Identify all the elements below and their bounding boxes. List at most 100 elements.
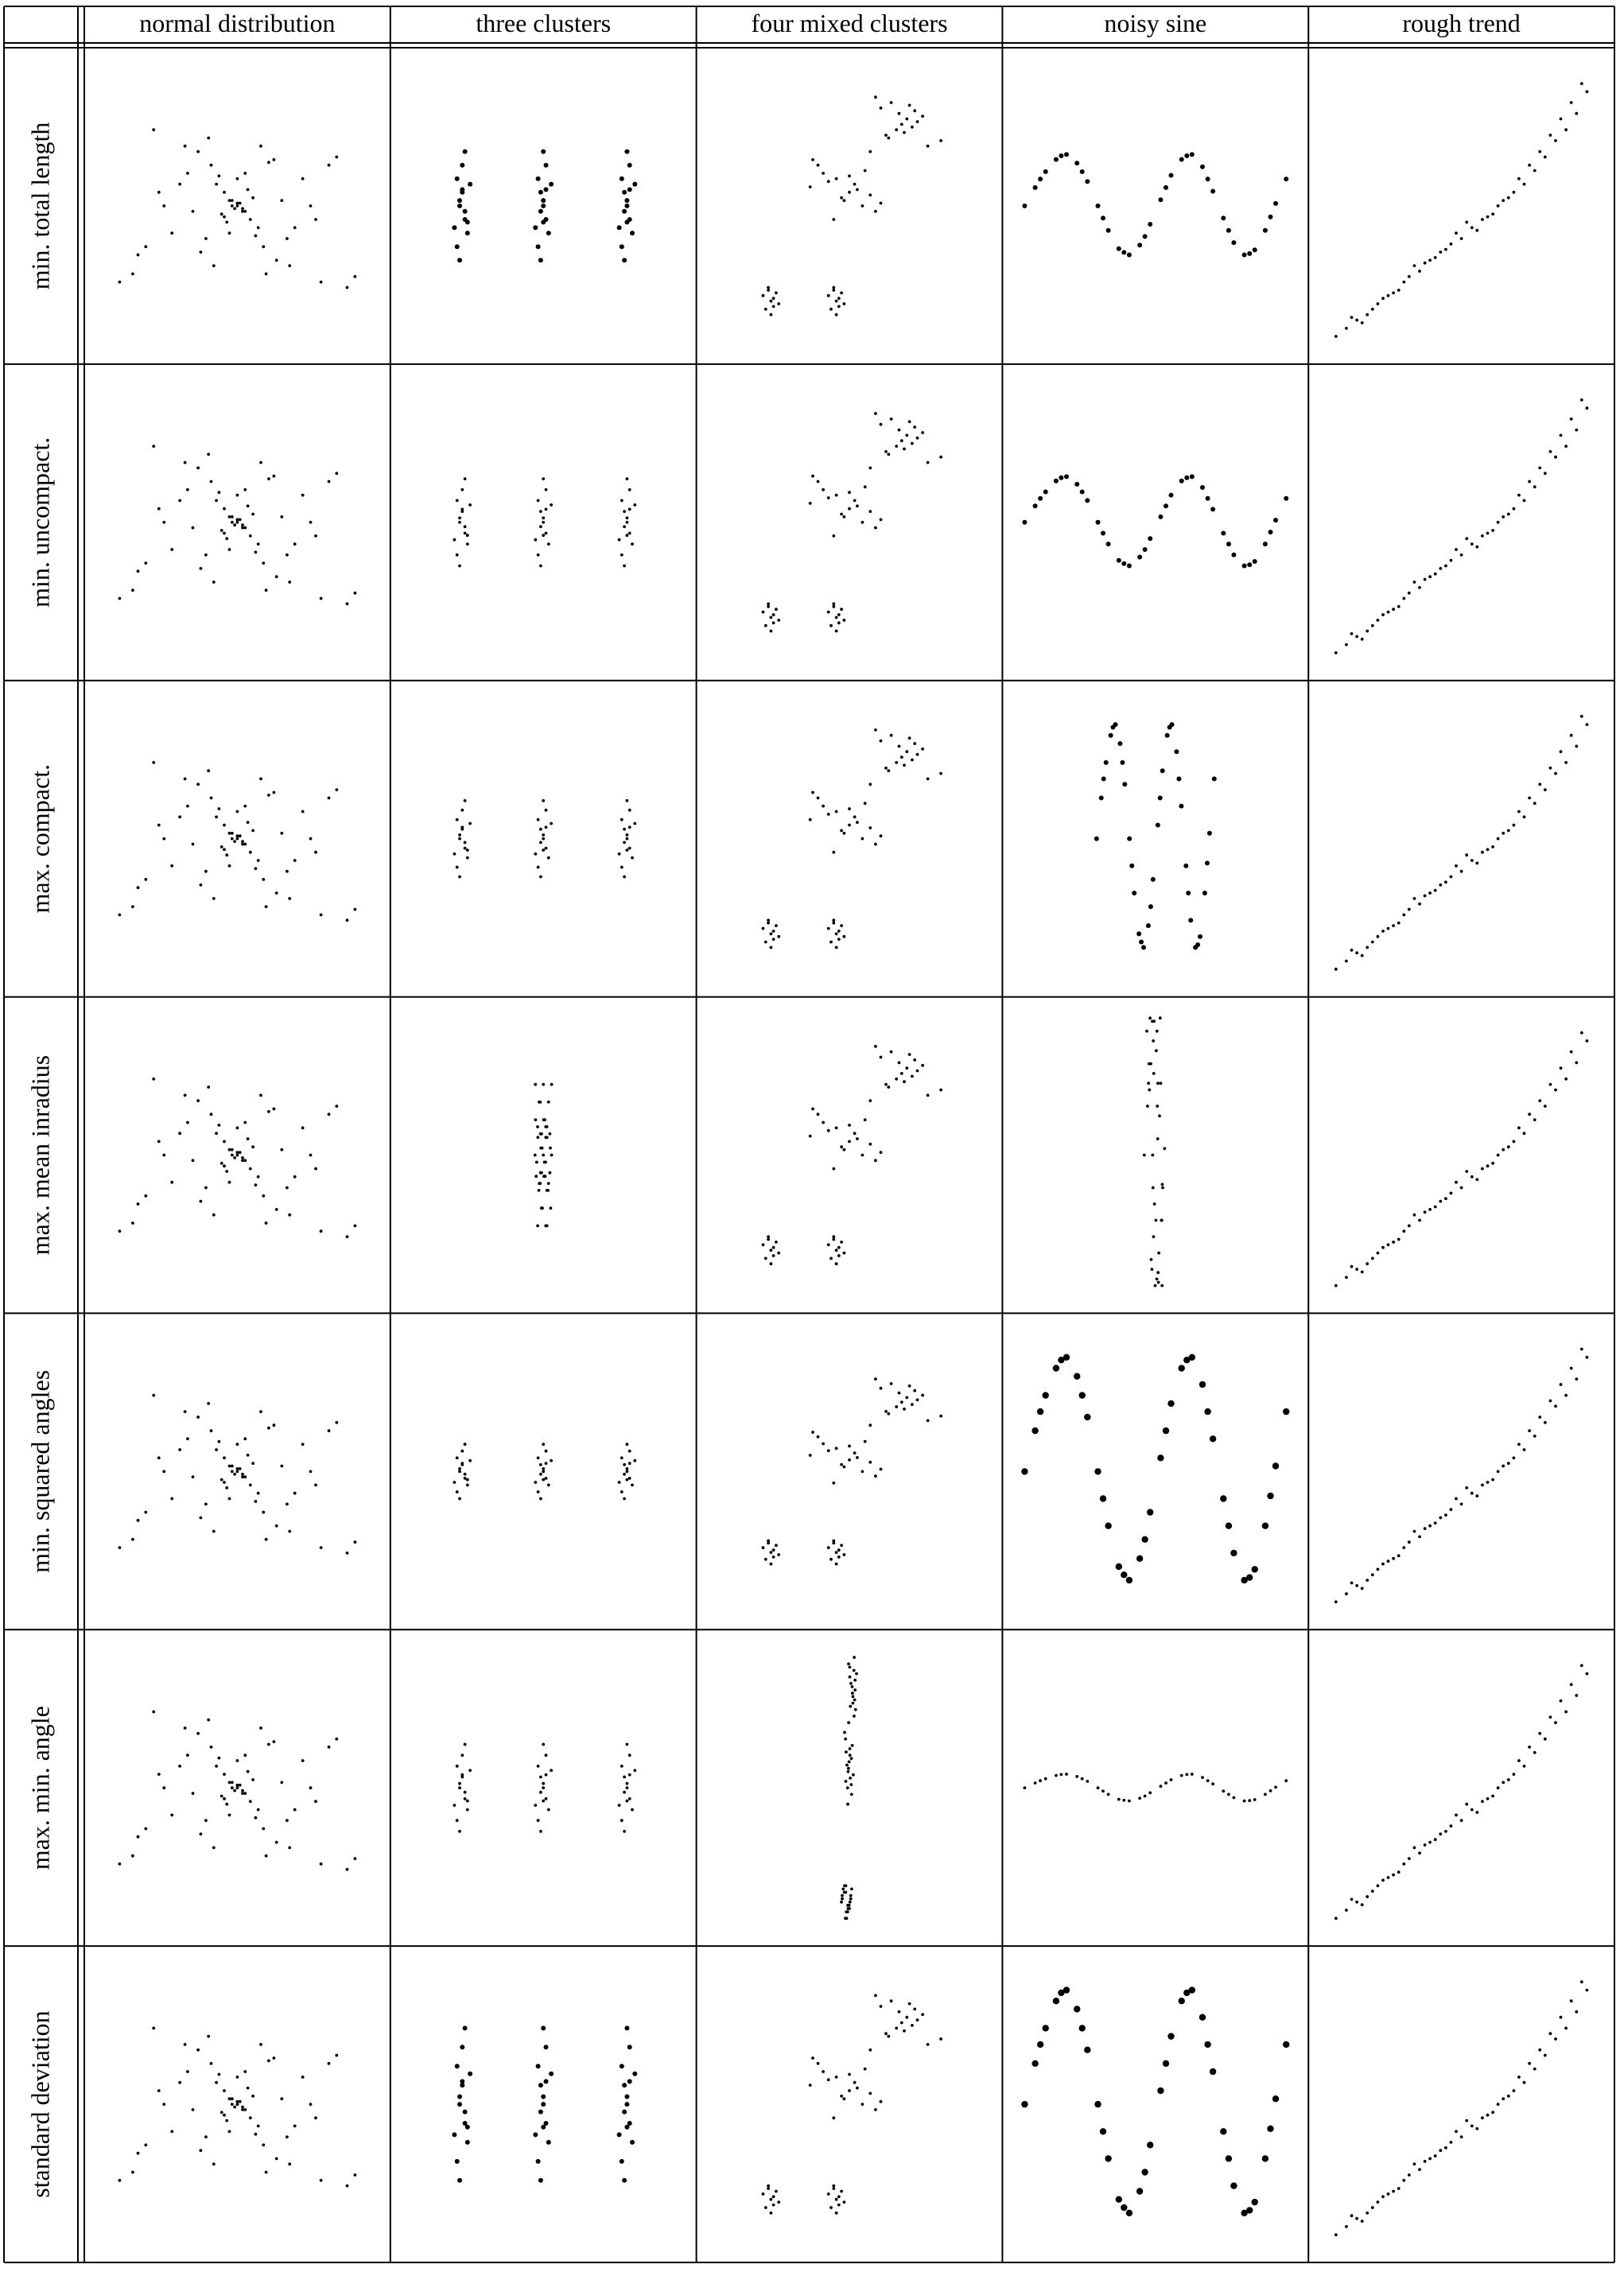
data-point xyxy=(1156,1280,1160,1284)
data-point xyxy=(207,452,211,456)
data-point xyxy=(118,913,122,917)
data-point xyxy=(1575,1694,1579,1697)
data-point xyxy=(1554,139,1557,142)
data-point xyxy=(309,837,313,841)
data-point xyxy=(848,491,851,495)
data-point xyxy=(460,507,464,511)
data-point xyxy=(926,144,930,148)
data-point xyxy=(761,926,765,930)
panel xyxy=(1021,1353,1290,1584)
data-point xyxy=(186,2070,189,2073)
data-point xyxy=(541,2124,546,2130)
data-point xyxy=(230,837,234,841)
data-point xyxy=(238,518,242,522)
data-point xyxy=(1036,2041,1044,2049)
data-point xyxy=(826,180,830,184)
data-point xyxy=(868,826,872,829)
data-point xyxy=(1350,1897,1354,1901)
data-point xyxy=(550,1769,553,1773)
data-point xyxy=(152,128,156,132)
data-point xyxy=(241,2105,244,2109)
data-point xyxy=(763,623,767,627)
data-point xyxy=(1533,169,1537,173)
data-point xyxy=(832,1235,836,1238)
data-point xyxy=(887,1086,891,1089)
data-point xyxy=(1470,2124,1474,2128)
data-point xyxy=(625,477,629,480)
data-point xyxy=(1444,247,1447,251)
data-point xyxy=(1157,2087,1164,2095)
data-point xyxy=(861,837,864,841)
data-point xyxy=(550,503,553,507)
data-point xyxy=(468,503,472,507)
data-point xyxy=(841,1893,844,1897)
data-point xyxy=(842,302,846,305)
data-point xyxy=(926,1419,930,1423)
data-point xyxy=(619,176,624,181)
data-point xyxy=(939,1088,942,1092)
data-point xyxy=(267,794,270,797)
data-point xyxy=(834,2076,838,2079)
data-point xyxy=(191,842,195,846)
data-point xyxy=(856,821,859,824)
data-point xyxy=(241,523,244,527)
data-point xyxy=(227,1464,231,1468)
data-point xyxy=(840,924,843,927)
data-point xyxy=(241,207,244,211)
data-point xyxy=(353,1857,357,1861)
data-point xyxy=(1428,258,1432,262)
data-point xyxy=(842,831,846,835)
data-point xyxy=(235,1470,239,1474)
data-point xyxy=(463,1790,467,1794)
data-point xyxy=(233,840,236,843)
row-label: min. uncompact. xyxy=(26,437,55,608)
data-point xyxy=(458,1786,461,1790)
data-point xyxy=(223,1481,226,1484)
data-point xyxy=(889,733,893,737)
data-point xyxy=(907,736,911,740)
data-point xyxy=(131,1537,134,1541)
data-point xyxy=(627,808,631,812)
data-point xyxy=(1106,1792,1110,1796)
data-point xyxy=(548,1132,552,1136)
data-point xyxy=(1204,1408,1211,1416)
data-point xyxy=(834,1126,838,1130)
data-point xyxy=(1496,1470,1500,1474)
data-point xyxy=(861,520,864,524)
data-point xyxy=(620,1765,624,1768)
data-point xyxy=(769,629,773,633)
data-point xyxy=(465,534,469,538)
data-point xyxy=(248,1167,252,1171)
data-point xyxy=(1517,810,1521,814)
data-point xyxy=(834,810,838,814)
data-point xyxy=(1075,1775,1079,1778)
data-point xyxy=(262,1827,266,1831)
data-point xyxy=(1126,252,1132,258)
data-point xyxy=(131,905,134,908)
data-point xyxy=(319,596,323,600)
data-point xyxy=(834,946,838,950)
data-point xyxy=(1350,316,1354,319)
data-point xyxy=(549,2071,554,2076)
data-point xyxy=(1386,1559,1390,1563)
data-point xyxy=(1158,1016,1162,1020)
data-point xyxy=(861,1153,864,1157)
data-point xyxy=(1459,237,1463,240)
data-point xyxy=(460,2079,465,2084)
data-point xyxy=(1284,177,1289,182)
data-point xyxy=(926,460,930,464)
data-point xyxy=(1502,2097,1506,2101)
data-point xyxy=(1423,1527,1427,1530)
data-point xyxy=(533,225,538,231)
data-point xyxy=(1533,1435,1537,1438)
data-point xyxy=(1116,246,1121,251)
data-point xyxy=(850,1887,853,1891)
data-point xyxy=(623,1472,626,1476)
data-point xyxy=(550,821,553,825)
data-point xyxy=(536,553,540,557)
data-point xyxy=(1167,1400,1175,1408)
data-point xyxy=(623,1497,626,1501)
data-point xyxy=(199,1199,203,1203)
data-point xyxy=(1183,1357,1191,1364)
data-point xyxy=(1221,216,1226,221)
